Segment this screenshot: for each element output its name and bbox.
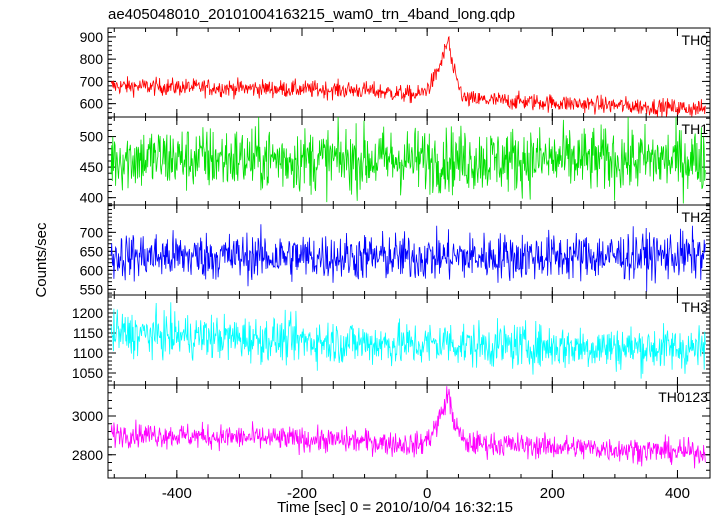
x-tick-label: -400: [162, 485, 192, 502]
series-label: TH0: [682, 32, 709, 48]
y-tick-label: 1100: [73, 345, 103, 361]
y-tick-label: 500: [80, 129, 104, 145]
y-axis-label: Counts/sec: [33, 222, 50, 298]
series-line-th2: [110, 224, 706, 292]
y-tick-label: 1050: [72, 365, 103, 381]
panel-th3: 1050 1100 1150 1200 TH3: [72, 294, 711, 386]
y-tick-label: 550: [80, 281, 104, 297]
y-tick-label: 3000: [72, 408, 103, 424]
series-label: TH3: [682, 299, 709, 315]
y-tick-label: 800: [80, 51, 104, 67]
y-tick-label: 650: [80, 243, 104, 259]
series-line-th0: [110, 35, 706, 118]
panel-th1: 400 450 500 TH1: [80, 116, 711, 206]
panel-th0123: 2800 3000 TH0123: [72, 384, 711, 479]
series-line-th1: [110, 116, 706, 204]
y-tick-label: 2800: [72, 447, 103, 463]
y-tick-label: 700: [80, 224, 104, 240]
y-tick-label: 1200: [72, 305, 103, 321]
y-tick-label: 400: [80, 190, 104, 206]
x-axis-label: Time [sec] 0 = 2010/10/04 16:32:15: [277, 499, 513, 516]
x-tick-label: 200: [540, 485, 565, 502]
x-tick-label: -200: [287, 485, 317, 502]
series-line-th0123: [110, 386, 706, 469]
panel-frame: [107, 116, 711, 206]
series-label: TH1: [682, 121, 709, 137]
x-tick-label: 400: [665, 485, 690, 502]
series-label: TH0123: [658, 389, 708, 405]
y-tick-label: 700: [80, 73, 104, 89]
y-tick-label: 600: [80, 262, 104, 278]
y-tick-label: 600: [80, 96, 104, 112]
x-tick-label: 0: [423, 485, 431, 502]
y-tick-label: 1150: [73, 325, 103, 341]
panel-th0: 600 700 800 900 TH0: [80, 27, 711, 118]
series-line-th3: [110, 302, 706, 379]
panel-th2: 550 600 650 700 TH2: [80, 204, 711, 297]
figure-title: ae405048010_20101004163215_wam0_trn_4ban…: [108, 6, 515, 23]
y-tick-label: 450: [80, 159, 104, 175]
series-label: TH2: [682, 209, 709, 225]
y-tick-label: 900: [80, 29, 104, 45]
